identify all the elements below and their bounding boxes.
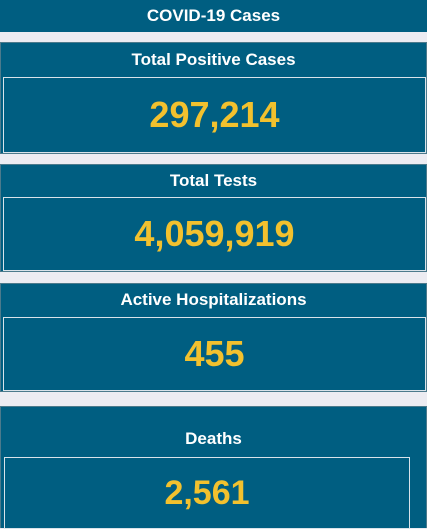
total-positive-cases-value: 297,214: [3, 77, 426, 153]
deaths-value: 2,561: [4, 457, 410, 529]
total-positive-cases-label: Total Positive Cases: [131, 50, 296, 69]
total-tests-label: Total Tests: [169, 171, 258, 190]
active-hospitalizations-card: Active Hospitalizations 455: [0, 283, 427, 392]
dashboard-title: COVID-19 Cases: [0, 0, 427, 32]
deaths-card: Deaths 2,561: [0, 406, 427, 529]
deaths-label: Deaths: [185, 429, 242, 448]
total-tests-card: Total Tests 4,059,919: [0, 164, 427, 272]
total-positive-cases-card: Total Positive Cases 297,214: [0, 42, 427, 154]
total-tests-value: 4,059,919: [3, 197, 426, 271]
active-hospitalizations-value: 455: [3, 317, 426, 391]
active-hospitalizations-label: Active Hospitalizations: [120, 290, 307, 309]
